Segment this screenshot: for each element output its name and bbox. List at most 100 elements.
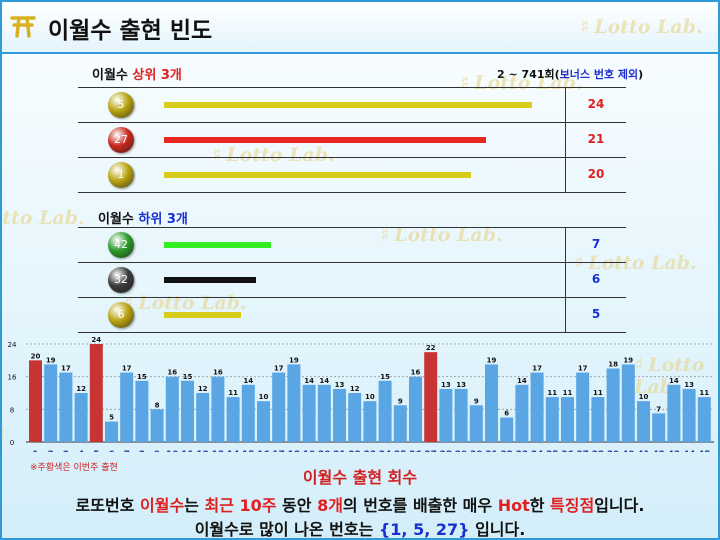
value-label-6: 5 [109, 414, 114, 422]
bar-13 [211, 376, 225, 442]
bar-33 [515, 384, 529, 442]
category-label-26: 26 [409, 450, 422, 452]
value-label-19: 14 [304, 377, 314, 385]
value-label-14: 11 [228, 389, 238, 397]
category-label-38: 38 [592, 450, 605, 452]
bottom3-ball-6: 6 [108, 301, 134, 328]
value-label-33: 14 [517, 377, 527, 385]
value-label-36: 11 [563, 389, 573, 397]
category-label-20: 20 [318, 450, 331, 452]
page-title: 이월수 출현 빈도 [48, 18, 213, 44]
footer-text-segment: 의 번호를 배출한 매우 [342, 496, 498, 515]
category-label-25: 25 [394, 450, 407, 452]
category-label-24: 24 [379, 450, 392, 452]
top3-count-divider [565, 87, 566, 192]
footer-line-1: 로또번호 이월수는 최근 10주 동안 8개의 번호를 배출한 매우 Hot한 … [2, 492, 718, 516]
bar-16 [257, 401, 270, 442]
logo-watermark: ♯Lotto Lab. [2, 207, 85, 229]
bar-32 [500, 417, 514, 442]
value-label-4: 12 [76, 385, 86, 393]
title-bar: 이월수 출현 빈도 [2, 2, 718, 54]
category-label-30: 30 [470, 450, 483, 452]
footer-text-segment: 동안 [276, 496, 318, 515]
bar-11 [181, 380, 194, 442]
bar-27 [424, 352, 438, 442]
value-label-38: 11 [593, 389, 603, 397]
value-label-30: 9 [474, 397, 479, 405]
bottom3-bar-32 [164, 276, 257, 283]
value-label-26: 16 [411, 369, 421, 377]
footer-text-segment: 8개 [317, 496, 343, 515]
category-label-41: 41 [637, 450, 650, 452]
value-label-2: 19 [46, 356, 56, 364]
category-label-23: 23 [364, 450, 377, 452]
category-label-19: 19 [303, 450, 316, 452]
bar-5 [89, 344, 103, 442]
bar-9 [150, 409, 164, 442]
chart-caption: 이월수 출현 회수 [302, 468, 418, 487]
value-label-24: 15 [380, 373, 390, 381]
footer-text-segment: Hot [497, 496, 530, 515]
bottom3-row-divider [78, 332, 626, 333]
bar-8 [135, 380, 149, 442]
value-label-18: 19 [289, 356, 299, 364]
category-label-10: 10 [166, 450, 179, 452]
category-label-2: 2 [48, 450, 54, 452]
category-label-33: 33 [516, 450, 529, 452]
logo-watermark: ♯Lotto Lab. [380, 224, 503, 246]
value-label-35: 11 [547, 389, 557, 397]
top3-count-27: 21 [587, 131, 605, 146]
category-label-32: 32 [500, 450, 513, 452]
value-label-32: 6 [504, 410, 509, 418]
y-tick-label: 8 [10, 406, 14, 414]
category-label-18: 18 [288, 450, 301, 452]
value-label-31: 19 [487, 356, 497, 364]
category-label-4: 4 [78, 450, 84, 452]
lotto-logo-icon [10, 16, 36, 38]
bar-40 [621, 364, 635, 442]
category-label-11: 11 [181, 450, 194, 452]
bar-12 [196, 393, 210, 442]
value-label-42: 7 [656, 405, 661, 413]
bottom3-count-32: 6 [591, 271, 601, 286]
footer-text-segment: 입니다. [594, 496, 645, 515]
bottom3-ball-42: 42 [108, 231, 134, 258]
category-label-5: 5 [93, 450, 99, 452]
bar-39 [606, 368, 620, 442]
bottom3-section-title: 이월수 하위 3개 [98, 212, 188, 227]
category-label-27: 27 [424, 450, 437, 452]
top3-row-divider [78, 192, 626, 193]
bar-10 [165, 376, 179, 442]
footer-text-segment: 이월수로 많이 나온 번호는 [194, 520, 379, 539]
top3-bar-5 [164, 101, 533, 108]
bottom3-row-divider [78, 262, 626, 263]
bar-31 [485, 364, 498, 442]
value-label-15: 14 [243, 377, 253, 385]
y-tick-label: 0 [10, 439, 14, 447]
logo-watermark: ♯Lotto Lab. [460, 72, 583, 94]
category-label-3: 3 [63, 450, 69, 452]
bar-45 [697, 397, 711, 442]
value-label-37: 17 [578, 365, 588, 373]
top3-count-1: 20 [587, 166, 605, 181]
bar-43 [667, 384, 681, 442]
bar-29 [454, 388, 468, 442]
bar-4 [74, 393, 88, 442]
category-label-15: 15 [242, 450, 255, 452]
bar-24 [378, 380, 392, 442]
footer-text-segment: 이월수 [140, 496, 185, 515]
bottom3-count-6: 5 [591, 306, 601, 321]
value-label-22: 12 [350, 385, 360, 393]
logo-watermark: ♯Lotto Lab. [574, 252, 697, 274]
bar-2 [44, 364, 58, 442]
bar-17 [272, 372, 286, 442]
value-label-39: 18 [608, 361, 618, 369]
bar-44 [682, 388, 696, 442]
category-label-31: 31 [485, 450, 498, 452]
value-label-41: 10 [639, 393, 649, 401]
bottom3-bar-42 [164, 241, 272, 248]
category-label-14: 14 [227, 450, 240, 452]
value-label-28: 13 [441, 381, 451, 389]
category-label-1: 1 [32, 450, 38, 452]
